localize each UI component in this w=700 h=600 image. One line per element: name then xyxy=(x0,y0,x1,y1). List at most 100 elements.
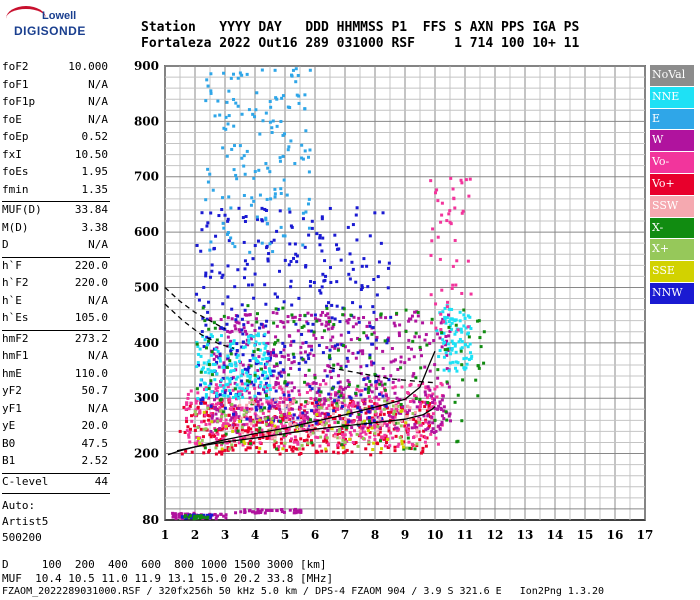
echo-point xyxy=(264,356,268,360)
echo-point xyxy=(245,422,249,426)
echo-point xyxy=(360,398,364,402)
echo-point xyxy=(209,91,213,95)
echo-point xyxy=(243,219,247,223)
echo-point xyxy=(307,197,311,201)
echo-point xyxy=(241,340,245,344)
echo-point xyxy=(360,284,364,288)
echo-point xyxy=(340,404,344,408)
echo-point xyxy=(282,348,286,352)
echo-point xyxy=(294,438,298,442)
echo-point xyxy=(291,400,295,404)
echo-point xyxy=(334,393,338,397)
y-tick-label: 700 xyxy=(134,170,159,184)
echo-point xyxy=(229,206,233,210)
echo-point xyxy=(343,433,347,437)
echo-point xyxy=(270,126,274,130)
echo-point xyxy=(258,326,262,330)
echo-point xyxy=(406,429,410,433)
echo-point xyxy=(439,220,443,224)
echo-point xyxy=(291,352,295,356)
echo-point xyxy=(394,405,398,409)
echo-point xyxy=(423,400,427,404)
echo-point xyxy=(454,323,458,327)
echo-point xyxy=(304,360,308,364)
x-tick-label: 4 xyxy=(251,528,259,542)
echo-point xyxy=(218,450,222,454)
echo-point xyxy=(308,421,312,425)
echo-point xyxy=(245,72,249,76)
echo-point xyxy=(298,405,302,409)
echo-point xyxy=(318,393,322,397)
echo-point xyxy=(245,371,249,375)
echo-point xyxy=(449,419,453,423)
echo-point xyxy=(343,420,347,424)
echo-point xyxy=(337,247,341,251)
echo-point xyxy=(474,378,478,382)
echo-point xyxy=(188,430,192,434)
echo-point xyxy=(246,446,250,450)
echo-point xyxy=(257,404,261,408)
echo-point xyxy=(248,401,252,405)
echo-point xyxy=(240,408,244,412)
echo-point xyxy=(331,335,335,339)
param-name: foF1 xyxy=(2,77,29,91)
echo-point xyxy=(330,400,334,404)
echo-point xyxy=(367,385,371,389)
echo-point xyxy=(263,346,267,350)
echo-point xyxy=(371,305,375,309)
echo-point xyxy=(243,345,247,349)
echo-point xyxy=(357,320,361,324)
echo-point xyxy=(278,373,282,377)
echo-point xyxy=(265,197,269,201)
echo-point xyxy=(255,333,259,337)
echo-point xyxy=(264,302,268,306)
echo-point xyxy=(445,418,449,422)
echo-point xyxy=(256,239,260,243)
echo-point xyxy=(476,319,480,323)
echo-point xyxy=(447,325,451,329)
echo-point xyxy=(263,366,267,370)
echo-point xyxy=(210,353,214,357)
param-row: B0 47.5 xyxy=(2,437,110,455)
echo-point xyxy=(286,417,290,421)
echo-point xyxy=(454,360,458,364)
echo-point xyxy=(231,72,235,76)
echo-point xyxy=(248,508,252,512)
echo-point xyxy=(411,411,415,415)
x-tick-label: 5 xyxy=(281,528,289,542)
echo-point xyxy=(233,285,237,289)
echo-point xyxy=(387,413,391,417)
echo-point xyxy=(237,441,241,445)
echo-point xyxy=(253,329,257,333)
echo-point xyxy=(309,396,313,400)
echo-point xyxy=(222,422,226,426)
echo-point xyxy=(287,393,291,397)
echo-point xyxy=(358,433,362,437)
echo-point xyxy=(213,419,217,423)
echo-point xyxy=(254,362,258,366)
echo-point xyxy=(259,416,263,420)
echo-point xyxy=(301,243,305,247)
echo-point xyxy=(374,338,378,342)
echo-point xyxy=(279,319,283,323)
echo-point xyxy=(424,428,428,432)
echo-point xyxy=(403,424,407,428)
echo-point xyxy=(207,387,211,391)
legend-item: E xyxy=(650,108,694,130)
echo-point xyxy=(418,345,422,349)
echo-point xyxy=(234,415,238,419)
echo-point xyxy=(428,369,432,373)
echo-point xyxy=(273,439,277,443)
echo-point xyxy=(477,319,481,323)
echo-point xyxy=(317,405,321,409)
echo-point xyxy=(433,401,437,405)
echo-point xyxy=(369,383,373,387)
echo-point xyxy=(252,420,256,424)
echo-point xyxy=(415,434,419,438)
param-row: foF2 10.000 xyxy=(2,60,110,78)
echo-point xyxy=(397,334,401,338)
echo-point xyxy=(242,240,246,244)
echo-point xyxy=(442,320,446,324)
echo-point xyxy=(381,436,385,440)
echo-point xyxy=(423,390,427,394)
